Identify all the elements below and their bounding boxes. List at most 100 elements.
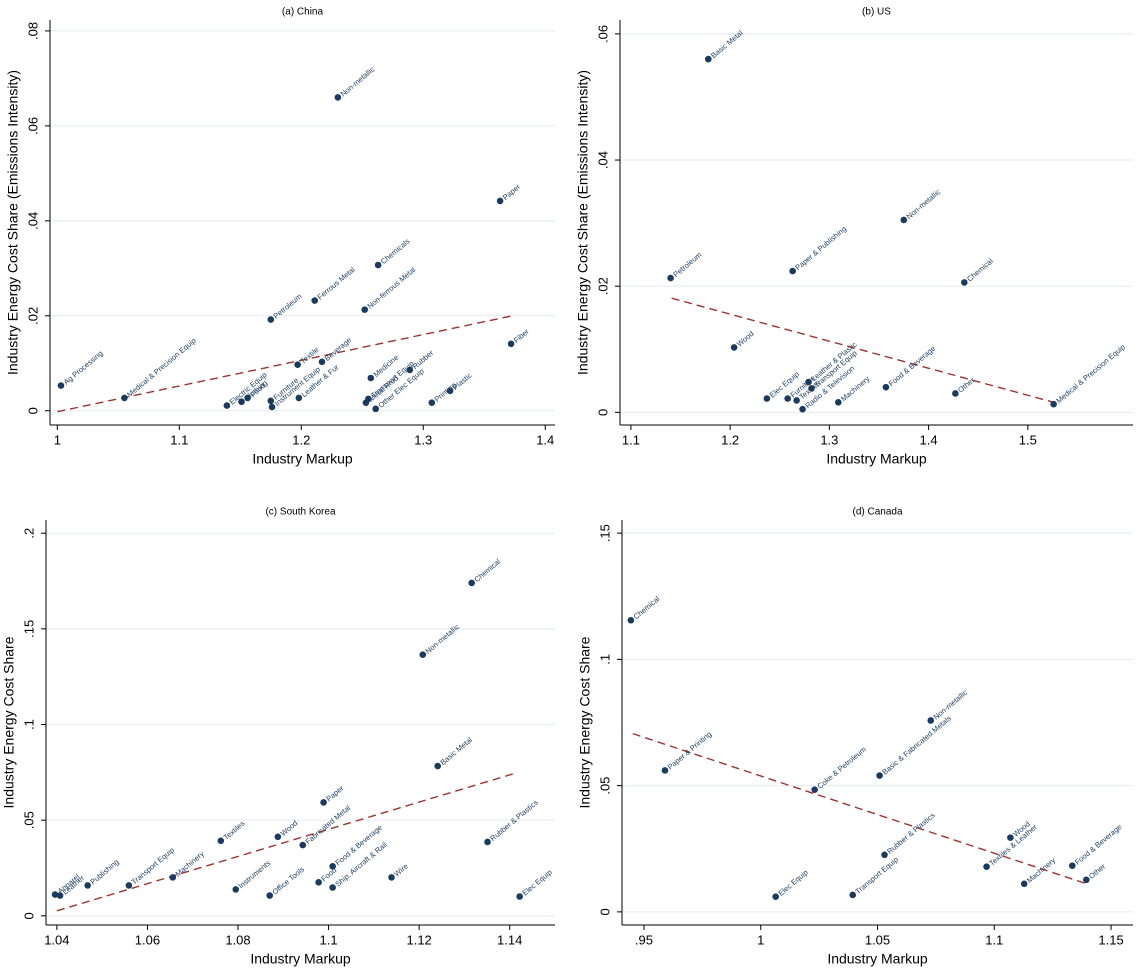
y-tick-label: 0 <box>597 908 612 915</box>
point-label: Basic Metal <box>709 28 745 60</box>
x-tick-label: 1.1 <box>320 932 338 947</box>
point-label: Basic Metal <box>438 735 474 767</box>
point <box>295 394 303 402</box>
point <box>730 344 738 351</box>
x-tick-label: 1.2 <box>292 432 310 447</box>
point <box>763 395 771 402</box>
point-label: Paper & Printing <box>666 730 714 772</box>
x-axis-title: Industry Markup <box>250 951 351 967</box>
point-label: Paper <box>324 783 346 803</box>
point-label: Non-metallic <box>339 65 377 99</box>
point-label: Non-metallic <box>932 688 970 722</box>
point <box>169 874 177 881</box>
point <box>849 891 857 899</box>
x-tick-label: 1.1 <box>985 932 1003 947</box>
x-tick-label: .95 <box>635 932 653 947</box>
y-axis-title: Industry Energy Cost Share (Emissions In… <box>575 70 591 375</box>
point <box>1020 880 1028 888</box>
point-label: Basic & Fabricated Metals <box>880 714 953 777</box>
point <box>57 382 65 389</box>
point <box>983 863 990 870</box>
point-label: Rubber & Plastics <box>885 810 937 855</box>
point <box>223 402 231 409</box>
y-tick-label: .2 <box>21 528 36 539</box>
x-tick-label: 1.3 <box>414 432 432 447</box>
point-label: Chemical <box>632 594 662 621</box>
x-tick-label: 1.3 <box>820 432 838 447</box>
point <box>56 892 64 899</box>
point-label: Paper <box>501 182 523 202</box>
point <box>799 405 806 413</box>
point <box>667 274 674 282</box>
point <box>805 378 812 386</box>
point <box>705 55 712 63</box>
panel-title: (d) Canada <box>852 507 902 518</box>
point <box>496 197 504 205</box>
point <box>238 398 245 406</box>
point <box>1068 862 1076 869</box>
point-label: Petroleum <box>272 292 304 321</box>
point-label: Textiles <box>222 819 247 842</box>
y-tick-label: .15 <box>21 620 36 638</box>
point <box>125 882 133 889</box>
point <box>334 94 342 101</box>
point-label: Other <box>956 375 977 394</box>
point <box>900 216 908 224</box>
point <box>793 397 800 404</box>
point-label: Beverage <box>323 335 353 363</box>
point-label: Other <box>1087 862 1108 881</box>
point <box>808 385 815 392</box>
x-tick-label: 1 <box>757 932 764 947</box>
point-label: Non-metallic <box>905 187 943 221</box>
point <box>661 767 669 774</box>
y-axis-title: Industry Energy Cost Share <box>1 636 17 808</box>
point-label: Ag Processing <box>62 349 105 387</box>
x-tick-label: 1.1 <box>170 432 188 447</box>
x-axis-title: Industry Markup <box>252 451 353 467</box>
point <box>315 879 322 886</box>
point-label: Food & Beverage <box>887 344 938 388</box>
point <box>428 399 436 406</box>
point-label: Petroleum <box>671 250 703 279</box>
y-tick-label: .08 <box>25 22 40 40</box>
point <box>294 361 301 369</box>
y-tick-label: .05 <box>597 777 612 795</box>
point-label: Office Tools <box>270 865 306 897</box>
x-tick-label: 1.06 <box>135 932 160 947</box>
point <box>882 383 890 391</box>
point <box>406 366 414 374</box>
x-tick-label: 1.14 <box>497 932 522 947</box>
point <box>232 886 240 893</box>
point-label: Medical & Precision Equip <box>1054 342 1127 405</box>
y-tick-label: .06 <box>25 117 40 135</box>
point <box>318 358 326 366</box>
y-tick-label: 0 <box>595 409 610 416</box>
point <box>1082 876 1090 884</box>
point <box>834 398 842 406</box>
y-tick-label: .04 <box>25 212 40 230</box>
point <box>266 892 274 899</box>
y-axis-title: Industry Energy Cost Share (Emissions In… <box>5 70 21 375</box>
point-label: Chemicals <box>379 236 412 266</box>
fit-line <box>632 732 1087 885</box>
point <box>268 403 276 411</box>
point <box>267 397 275 405</box>
point-label: Paper & Publishing <box>793 224 848 272</box>
point-label: Coke & Petroleum <box>815 745 867 791</box>
point-label: Ferrous Metal <box>315 265 356 302</box>
point <box>434 762 442 770</box>
point <box>84 882 91 889</box>
point <box>217 837 225 845</box>
point-label: Publishing <box>88 857 120 886</box>
point <box>811 786 818 793</box>
x-tick-label: 1.08 <box>225 932 250 947</box>
point <box>507 340 515 348</box>
point <box>388 874 395 881</box>
point <box>329 862 336 870</box>
y-tick-label: .15 <box>597 524 612 542</box>
x-axis-title: Industry Markup <box>826 451 927 467</box>
x-tick-label: 1.12 <box>406 932 431 947</box>
point-label: Non-ferrous Metal <box>365 265 417 311</box>
point <box>367 374 375 382</box>
